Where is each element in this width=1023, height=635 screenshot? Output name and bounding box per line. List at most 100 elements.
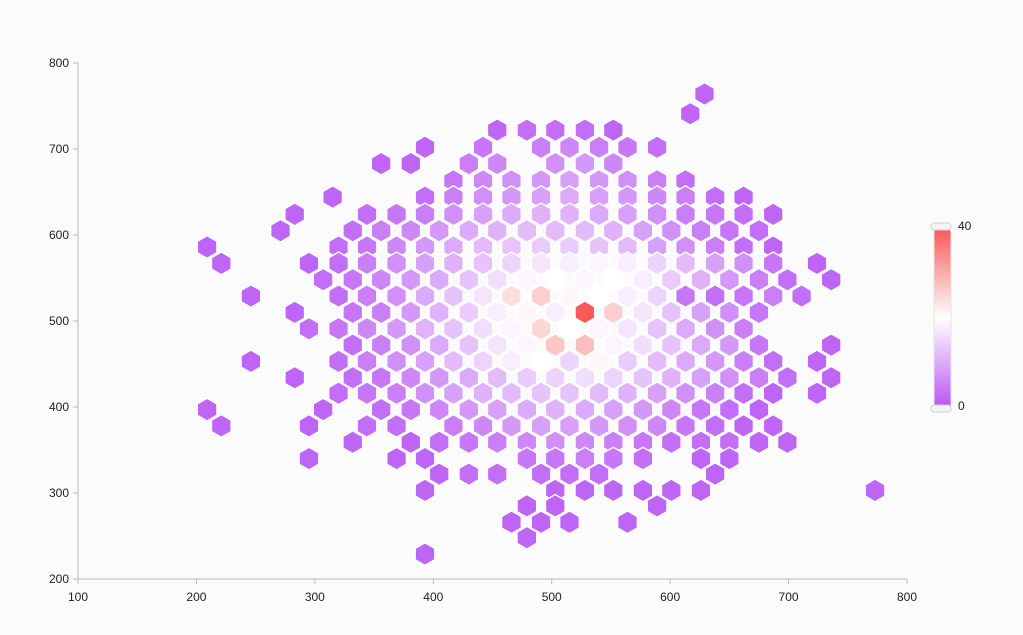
hexbin-cell[interactable] — [675, 413, 697, 439]
hexbin-cell[interactable] — [328, 316, 350, 341]
hexbin-cell[interactable] — [632, 218, 654, 243]
hexbin-cell[interactable] — [704, 251, 726, 276]
hexbin-cell[interactable] — [428, 300, 450, 325]
hexbin-cell[interactable] — [356, 349, 378, 374]
hexbin-cell[interactable] — [500, 283, 522, 309]
hexbin-cell[interactable] — [616, 185, 639, 210]
hexbin-cell[interactable] — [386, 251, 408, 276]
hexbin-cell[interactable] — [733, 202, 755, 227]
hexbin-cell[interactable] — [660, 300, 682, 325]
hexbin-cell[interactable] — [602, 300, 624, 325]
hexbin-cell[interactable] — [660, 430, 682, 455]
hexbin-cell[interactable] — [690, 332, 712, 358]
hexbin-cell[interactable] — [298, 316, 320, 341]
hexbin-cell[interactable] — [646, 413, 668, 439]
hexbin-cell[interactable] — [530, 510, 552, 535]
hexbin-cell[interactable] — [428, 267, 450, 292]
hexbin-cell[interactable] — [442, 185, 464, 210]
hexbin-cell[interactable] — [690, 430, 712, 455]
hexbin-cell[interactable] — [458, 332, 480, 358]
hexbin-cell[interactable] — [748, 267, 770, 292]
hexbin-cell[interactable] — [386, 283, 408, 309]
hexbin-cell[interactable] — [486, 300, 508, 325]
hexbin-cell[interactable] — [298, 446, 320, 471]
hexbin-cell[interactable] — [616, 251, 639, 276]
hexbin-cell[interactable] — [210, 413, 232, 439]
hexbin-cell[interactable] — [574, 365, 596, 390]
hexbin-cell[interactable] — [500, 349, 522, 374]
hexbin-cell[interactable] — [530, 461, 552, 487]
hexbin-cell[interactable] — [530, 283, 552, 309]
hexbin-cell[interactable] — [820, 332, 842, 358]
hexbin-cell[interactable] — [500, 251, 522, 276]
hexbin-cell[interactable] — [602, 478, 624, 503]
hexbin-cell[interactable] — [602, 117, 624, 143]
hexbin-cell[interactable] — [718, 218, 740, 243]
legend-min-handle[interactable] — [930, 404, 952, 413]
hexbin-cell[interactable] — [356, 234, 378, 260]
hexbin-cell[interactable] — [472, 283, 494, 309]
hexbin-cell[interactable] — [500, 234, 522, 260]
hexbin-cell[interactable] — [472, 168, 494, 193]
hexbin-cell[interactable] — [602, 430, 624, 455]
hexbin-cell[interactable] — [748, 365, 770, 390]
hexbin-cell[interactable] — [588, 349, 610, 374]
hexbin-cell[interactable] — [602, 332, 624, 358]
hexbin-cell[interactable] — [660, 365, 682, 390]
hexbin-cell[interactable] — [748, 430, 770, 455]
hexbin-cell[interactable] — [516, 365, 538, 390]
hexbin-cell[interactable] — [530, 413, 552, 439]
hexbin-cell[interactable] — [400, 300, 422, 325]
hexbin-cell[interactable] — [486, 430, 508, 455]
hexbin-cell[interactable] — [414, 381, 436, 406]
hexbin-cell[interactable] — [675, 381, 697, 406]
hexbin-cell[interactable] — [342, 332, 364, 358]
hexbin-cell[interactable] — [284, 202, 306, 227]
hexbin-cell[interactable] — [428, 332, 450, 358]
hexbin-cell[interactable] — [574, 397, 596, 422]
hexbin-cell[interactable] — [718, 397, 740, 422]
hexbin-cell[interactable] — [458, 151, 480, 176]
hexbin-cell[interactable] — [558, 316, 581, 341]
hexbin-cell[interactable] — [776, 365, 798, 390]
hexbin-cell[interactable] — [414, 349, 436, 374]
hexbin-cell[interactable] — [442, 381, 464, 406]
hexbin-cell[interactable] — [322, 185, 344, 210]
hexbin-cell[interactable] — [210, 251, 232, 276]
hexbin-cell[interactable] — [776, 430, 798, 455]
hexbin-cell[interactable] — [328, 234, 350, 260]
hexbin-cell[interactable] — [544, 365, 566, 390]
hexbin-cell[interactable] — [516, 397, 538, 422]
hexbin-cell[interactable] — [458, 461, 480, 487]
hexbin-cell[interactable] — [690, 397, 712, 422]
hexbin-cell[interactable] — [442, 316, 464, 341]
hexbin-cell[interactable] — [574, 430, 596, 455]
hexbin-cell[interactable] — [675, 234, 697, 260]
hexbin-cell[interactable] — [298, 413, 320, 439]
hexbin-cell[interactable] — [414, 541, 436, 567]
hexbin-cell[interactable] — [442, 283, 464, 309]
hexbin-cell[interactable] — [675, 185, 697, 210]
hexbin-cell[interactable] — [458, 300, 480, 325]
hexbin-cell[interactable] — [646, 168, 668, 193]
hexbin-cell[interactable] — [660, 218, 682, 243]
hexbin-cell[interactable] — [733, 413, 755, 439]
hexbin-cell[interactable] — [472, 135, 494, 160]
hexbin-cell[interactable] — [632, 267, 654, 292]
hexbin-cell[interactable] — [574, 300, 596, 325]
hexbin-cell[interactable] — [806, 381, 828, 406]
hexbin-cell[interactable] — [733, 234, 755, 260]
hexbin-cell[interactable] — [516, 332, 538, 358]
hexbin-cell[interactable] — [516, 267, 538, 292]
hexbin-cell[interactable] — [240, 283, 262, 309]
hexbin-cell[interactable] — [472, 316, 494, 341]
hexbin-cell[interactable] — [646, 493, 668, 519]
hexbin-cell[interactable] — [718, 267, 740, 292]
hexbin-cell[interactable] — [472, 185, 494, 210]
hexbin-cell[interactable] — [370, 267, 392, 292]
hexbin-cell[interactable] — [356, 283, 378, 309]
hexbin-cell[interactable] — [558, 381, 581, 406]
hexbin-cell[interactable] — [632, 300, 654, 325]
hexbin-cell[interactable] — [632, 478, 654, 503]
hexbin-cell[interactable] — [675, 251, 697, 276]
